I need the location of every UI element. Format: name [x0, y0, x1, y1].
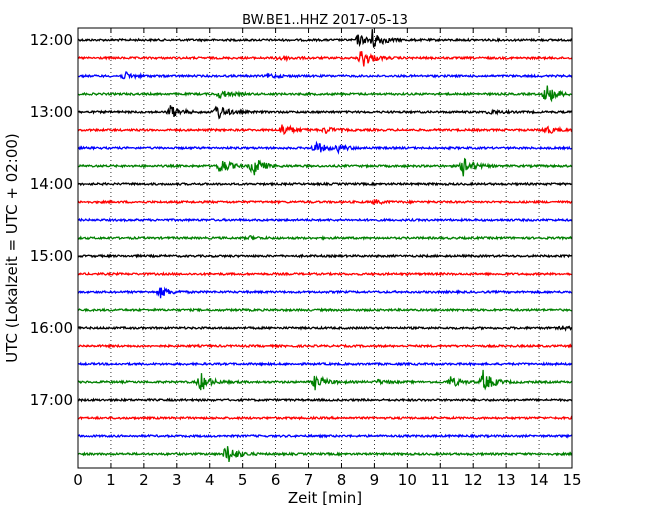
x-tick-label: 9 — [370, 471, 380, 489]
x-tick-label: 12 — [464, 471, 483, 489]
y-tick-label: 17:00 — [30, 391, 73, 409]
y-tick-label: 15:00 — [30, 247, 73, 265]
trace-line — [77, 234, 573, 241]
x-tick-label: 2 — [139, 471, 149, 489]
x-tick-label: 7 — [304, 471, 314, 489]
x-tick-label: 13 — [497, 471, 516, 489]
trace-line — [77, 157, 572, 177]
trace-line — [77, 29, 572, 48]
x-tick-label: 8 — [337, 471, 347, 489]
trace-group — [77, 29, 573, 462]
x-tick-label: 4 — [205, 471, 215, 489]
trace-line — [77, 51, 573, 67]
x-tick-label: 14 — [530, 471, 549, 489]
trace-line — [77, 433, 573, 439]
y-axis-label: UTC (Lokalzeit = UTC + 02:00) — [3, 133, 21, 363]
grid-lines — [110, 28, 540, 468]
trace-line — [77, 71, 573, 81]
x-tick-label: 3 — [172, 471, 182, 489]
y-tick-label: 14:00 — [30, 175, 73, 193]
y-tick-label: 12:00 — [30, 31, 73, 49]
trace-line — [77, 140, 573, 155]
chart-title: BW.BE1..HHZ 2017-05-13 — [242, 13, 408, 28]
x-tick-label: 0 — [73, 471, 83, 489]
trace-line — [77, 271, 573, 277]
axis-ticks: 0 1 2 3 4 5 6 7 8 9 10 11 12 13 14 1512:0013:0014:0015:… — [30, 28, 582, 489]
trace-line — [78, 307, 573, 313]
trace-line — [77, 199, 573, 206]
trace-line — [77, 446, 573, 462]
x-tick-label: 10 — [398, 471, 417, 489]
trace-line — [77, 181, 573, 187]
trace-line — [77, 361, 573, 367]
trace-line — [77, 343, 573, 349]
plot-frame — [77, 27, 573, 469]
trace-line — [77, 124, 573, 136]
trace-line — [77, 369, 573, 391]
x-axis-label: Zeit [min] — [288, 489, 362, 507]
x-tick-label: 5 — [238, 471, 248, 489]
x-tick-label: 15 — [562, 471, 581, 489]
trace-line — [77, 105, 573, 120]
y-tick-label: 13:00 — [30, 103, 73, 121]
y-tick-label: 16:00 — [30, 319, 73, 337]
x-tick-label: 11 — [431, 471, 450, 489]
trace-line — [77, 85, 573, 103]
x-tick-label: 1 — [106, 471, 116, 489]
trace-line — [77, 286, 573, 299]
trace-line — [77, 397, 573, 403]
trace-line — [77, 325, 573, 332]
trace-line — [77, 217, 573, 223]
trace-line — [77, 415, 573, 421]
x-tick-label: 6 — [271, 471, 281, 489]
trace-line — [77, 253, 573, 259]
